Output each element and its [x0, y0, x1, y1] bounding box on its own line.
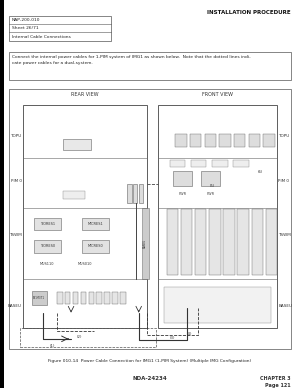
Bar	[73, 291, 78, 304]
Bar	[170, 160, 185, 168]
Bar	[63, 139, 91, 149]
Text: PIM 0: PIM 0	[278, 179, 290, 183]
Text: (1): (1)	[50, 344, 56, 348]
Bar	[82, 218, 109, 230]
Bar	[133, 184, 137, 203]
Bar	[176, 134, 187, 147]
Bar	[9, 89, 291, 349]
Bar	[164, 287, 271, 323]
Text: BASEU: BASEU	[143, 239, 147, 248]
Text: TSWM: TSWM	[9, 232, 22, 237]
Bar	[205, 134, 216, 147]
Text: TOPU: TOPU	[278, 134, 290, 138]
Bar	[139, 184, 143, 203]
Bar	[249, 134, 260, 147]
Bar	[96, 291, 102, 304]
Text: BASEU: BASEU	[278, 304, 292, 308]
Text: INSTALLATION PROCEDURE: INSTALLATION PROCEDURE	[207, 10, 291, 15]
Text: FRONT VIEW: FRONT VIEW	[202, 92, 233, 97]
Text: Internal Cable Connections: Internal Cable Connections	[12, 35, 71, 38]
Text: CHAPTER 3
Page 121
Revision 3.0: CHAPTER 3 Page 121 Revision 3.0	[257, 376, 291, 388]
Text: MICRES1: MICRES1	[88, 222, 103, 226]
Bar	[167, 209, 178, 275]
Bar	[142, 208, 148, 279]
Bar	[237, 209, 249, 275]
Bar	[263, 134, 274, 147]
Bar	[0, 0, 4, 388]
Text: (4): (4)	[187, 332, 192, 336]
Bar	[190, 134, 201, 147]
Bar	[34, 218, 61, 230]
Bar	[212, 160, 228, 168]
Text: BASEU: BASEU	[8, 304, 22, 308]
Text: PWR: PWR	[207, 192, 215, 196]
Bar	[172, 171, 192, 187]
Bar	[266, 209, 277, 275]
Bar	[234, 134, 245, 147]
Text: REAR VIEW: REAR VIEW	[71, 92, 99, 97]
Bar	[20, 328, 156, 346]
Bar	[104, 291, 110, 304]
Bar	[251, 209, 263, 275]
Text: (3): (3)	[170, 336, 175, 340]
Text: (5): (5)	[209, 184, 215, 189]
Text: NDA-24234: NDA-24234	[133, 376, 167, 381]
Bar	[219, 134, 231, 147]
Text: MUS110: MUS110	[40, 262, 54, 265]
Text: TOPU: TOPU	[10, 134, 22, 138]
Text: Connect the internal power cables for 1-PIM system of IMG1 as shown below.  Note: Connect the internal power cables for 1-…	[12, 55, 251, 65]
Text: TIORES1: TIORES1	[40, 222, 55, 226]
Bar	[201, 171, 220, 187]
Bar	[88, 291, 94, 304]
Bar	[128, 184, 132, 203]
Text: PWR: PWR	[178, 192, 187, 196]
Bar	[81, 291, 86, 304]
Text: Sheet 26/71: Sheet 26/71	[12, 26, 39, 30]
Text: (6): (6)	[257, 170, 263, 174]
Bar	[191, 160, 206, 168]
Bar	[209, 209, 220, 275]
Bar	[195, 209, 206, 275]
Text: MUS010: MUS010	[78, 262, 92, 265]
Text: PIM 0: PIM 0	[11, 179, 22, 183]
Bar	[34, 240, 61, 253]
Bar	[158, 105, 277, 328]
Bar	[32, 291, 47, 305]
Bar	[82, 240, 109, 253]
Bar	[9, 16, 111, 41]
Bar	[65, 291, 70, 304]
Text: MICRES0: MICRES0	[88, 244, 103, 248]
Text: Figure 010-14  Power Cable Connection for IMG1 (1-PIM System) (Multiple IMG Conf: Figure 010-14 Power Cable Connection for…	[48, 359, 252, 362]
Text: PZ-M371: PZ-M371	[33, 296, 45, 300]
Text: TIORES0: TIORES0	[40, 244, 55, 248]
Text: (2): (2)	[77, 335, 82, 339]
Bar	[112, 291, 118, 304]
Bar	[120, 291, 126, 304]
Bar	[181, 209, 192, 275]
Text: TSWM: TSWM	[278, 232, 291, 237]
Text: NAP-200-010: NAP-200-010	[12, 18, 40, 22]
Bar	[233, 160, 249, 168]
Bar	[57, 291, 63, 304]
Bar	[223, 209, 235, 275]
Bar	[23, 105, 147, 328]
Bar	[63, 191, 85, 199]
Bar	[9, 52, 291, 80]
